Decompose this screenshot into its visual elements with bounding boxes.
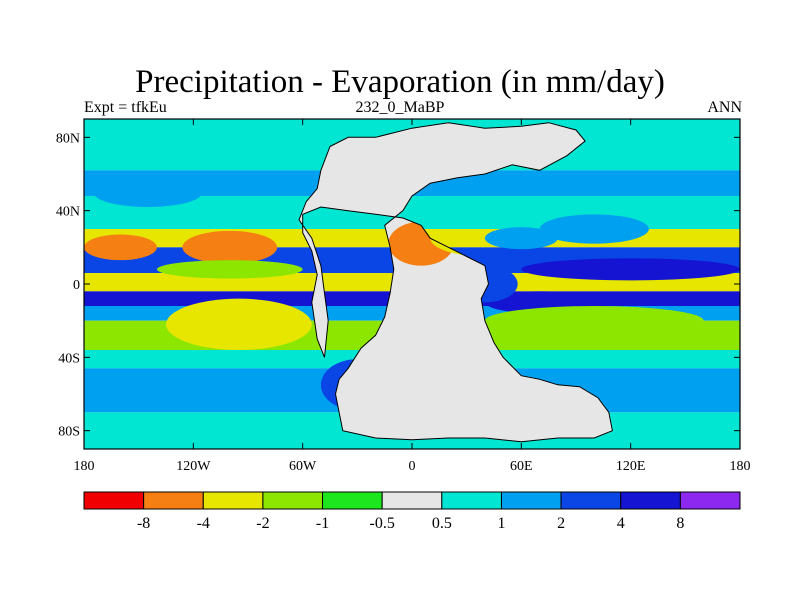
time-period-label: 232_0_MaBP (355, 99, 445, 116)
colorbar-swatch (322, 491, 383, 510)
y-tick-label: 80N (56, 131, 80, 146)
y-tick-label: 0 (73, 278, 80, 293)
field-patch (166, 298, 312, 351)
x-tick-label: 120W (176, 459, 211, 474)
experiment-label: Expt = tfkEu (84, 99, 167, 116)
colorbar-label: 0.5 (432, 515, 452, 532)
map-field-layer (84, 119, 740, 449)
season-label: ANN (707, 99, 742, 116)
colorbar-label: 2 (557, 515, 565, 532)
continent-landmass (299, 122, 613, 442)
colorbar-swatch (620, 491, 681, 510)
field-patch (539, 214, 649, 244)
field-patch (521, 258, 740, 281)
colorbar-label: -8 (137, 515, 150, 532)
colorbar-swatch (143, 491, 204, 510)
colorbar-swatch (262, 491, 324, 510)
chart-title: Precipitation - Evaporation (in mm/day) (135, 64, 665, 100)
x-tick-label: 180 (730, 459, 751, 474)
x-tick-label: 60E (510, 459, 533, 474)
colorbar-swatch (679, 491, 741, 510)
field-patch (156, 260, 303, 279)
colorbar-swatch (441, 491, 502, 510)
field-patch (93, 177, 203, 207)
y-tick-label: 80S (58, 425, 80, 440)
colorbar-label: -4 (197, 515, 210, 532)
colorbar-swatch (381, 491, 443, 510)
colorbar-label: -0.5 (370, 515, 395, 532)
y-tick-label: 40N (56, 205, 80, 220)
field-patch (484, 306, 704, 336)
colorbar-swatch (202, 491, 264, 510)
colorbar-swatch (83, 491, 145, 510)
colorbar-label: 8 (676, 515, 684, 532)
colorbar: -8 -4 -2 -1 -0.5 0.5 1 2 4 8 (83, 491, 741, 532)
axis-ticks: 180 120W 60W 0 60E 120E 180 80N 40N 0 40S 80S (56, 119, 751, 474)
colorbar-swatch (500, 491, 562, 510)
colorbar-label: -1 (316, 515, 329, 532)
colorbar-swatch (560, 491, 622, 510)
x-tick-label: 60W (289, 459, 317, 474)
colorbar-label: 1 (497, 515, 505, 532)
y-tick-label: 40S (58, 351, 80, 366)
x-tick-label: 180 (74, 459, 95, 474)
colorbar-label: -2 (256, 515, 269, 532)
field-patch (84, 234, 157, 261)
coastline (298, 122, 613, 443)
x-tick-label: 120E (616, 459, 646, 474)
field-patch (484, 227, 558, 250)
colorbar-label: 4 (617, 515, 625, 532)
field-patch (182, 230, 278, 264)
x-tick-label: 0 (409, 459, 416, 474)
